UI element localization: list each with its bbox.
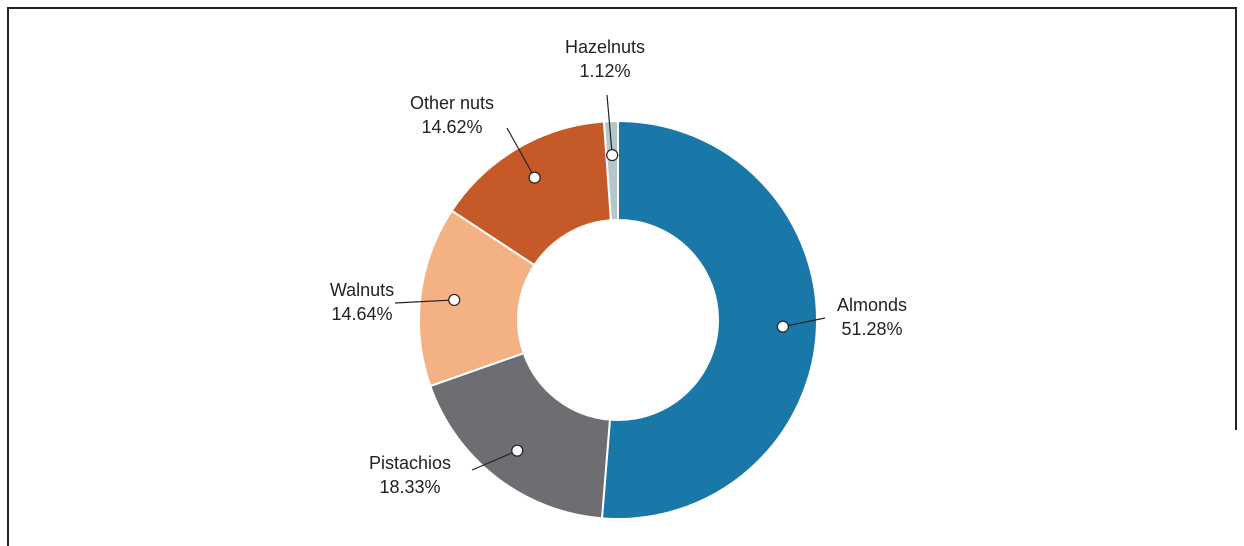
label-dot: [776, 320, 789, 333]
leader-line: [506, 127, 536, 178]
donut-slice: [600, 119, 818, 520]
leader-line: [782, 317, 826, 328]
label-dot: [528, 171, 541, 184]
value-label: 1.12%: [579, 61, 630, 81]
value-label: 18.33%: [379, 477, 440, 497]
leader-line: [606, 94, 613, 156]
value-label: 14.62%: [421, 117, 482, 137]
value-label: 51.28%: [841, 319, 902, 339]
value-label: 14.64%: [331, 304, 392, 324]
category-label: Almonds: [837, 295, 907, 315]
donut-slice: [428, 351, 612, 520]
category-label: Other nuts: [410, 93, 494, 113]
label-dot: [511, 444, 524, 457]
frame: [7, 7, 1237, 546]
category-label: Pistachios: [369, 453, 451, 473]
label-dot: [448, 293, 461, 307]
leader-line: [394, 299, 455, 304]
leader-line: [471, 450, 518, 471]
category-label: Walnuts: [330, 280, 394, 300]
label-dot: [606, 149, 619, 162]
category-label: Hazelnuts: [565, 37, 645, 57]
